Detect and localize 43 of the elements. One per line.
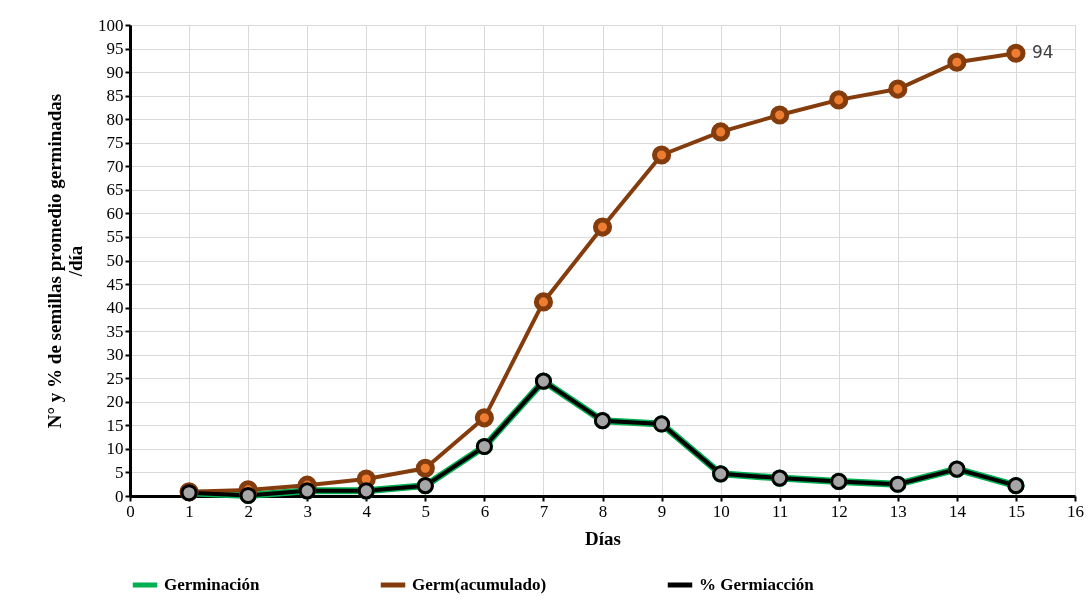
- y-tick-label: 45: [106, 274, 124, 294]
- y-tick-label: 75: [106, 133, 124, 153]
- legend-label: % Germiacción: [699, 575, 815, 594]
- x-tick-label: 14: [948, 501, 967, 521]
- x-tick-label: 3: [303, 501, 312, 521]
- x-tick-label: 9: [657, 501, 667, 521]
- y-tick-label: 70: [106, 156, 124, 176]
- x-tick-label: 7: [539, 501, 549, 521]
- x-tick-label: 1: [185, 501, 194, 521]
- x-tick-label: 13: [889, 501, 907, 521]
- y-tick-label: 5: [115, 462, 124, 482]
- x-tick-label: 5: [421, 501, 431, 521]
- legend-label: Germ(acumulado): [412, 575, 547, 594]
- x-axis-title: Días: [585, 527, 621, 549]
- data-label: 94: [1031, 42, 1054, 63]
- x-tick-label: 4: [362, 501, 372, 521]
- legend-label: Germinación: [164, 575, 260, 594]
- y-tick-label: 80: [106, 109, 124, 129]
- y-tick-label: 40: [106, 298, 124, 318]
- y-tick-label: 35: [106, 321, 124, 341]
- y-tick-label: 0: [115, 486, 124, 506]
- y-tick-label: 10: [106, 439, 124, 459]
- y-tick-label: 55: [106, 227, 124, 247]
- x-tick-label: 15: [1007, 501, 1025, 521]
- x-tick-label: 8: [598, 501, 608, 521]
- x-tick-label: 12: [830, 501, 848, 521]
- y-tick-label: 100: [98, 15, 124, 35]
- x-tick-label: 16: [1067, 501, 1084, 521]
- y-tick-label: 90: [106, 62, 124, 82]
- y-tick-label: 20: [106, 392, 124, 412]
- x-tick-label: 10: [712, 501, 730, 521]
- y-tick-label: 50: [106, 251, 124, 270]
- x-tick-label: 11: [772, 501, 789, 521]
- y-tick-label: 15: [106, 415, 124, 435]
- x-tick-label: 2: [244, 501, 253, 521]
- y-tick-label: 30: [106, 345, 124, 365]
- y-tick-label: 25: [106, 368, 124, 388]
- y-tick-label: 60: [106, 203, 124, 223]
- y-tick-label: 95: [106, 39, 124, 59]
- y-tick-label: 65: [106, 180, 124, 200]
- x-tick-label: 6: [480, 501, 490, 521]
- y-tick-label: 85: [106, 86, 124, 106]
- y-axis-title: N° y % de semillas promedio germinadas /día: [44, 93, 86, 429]
